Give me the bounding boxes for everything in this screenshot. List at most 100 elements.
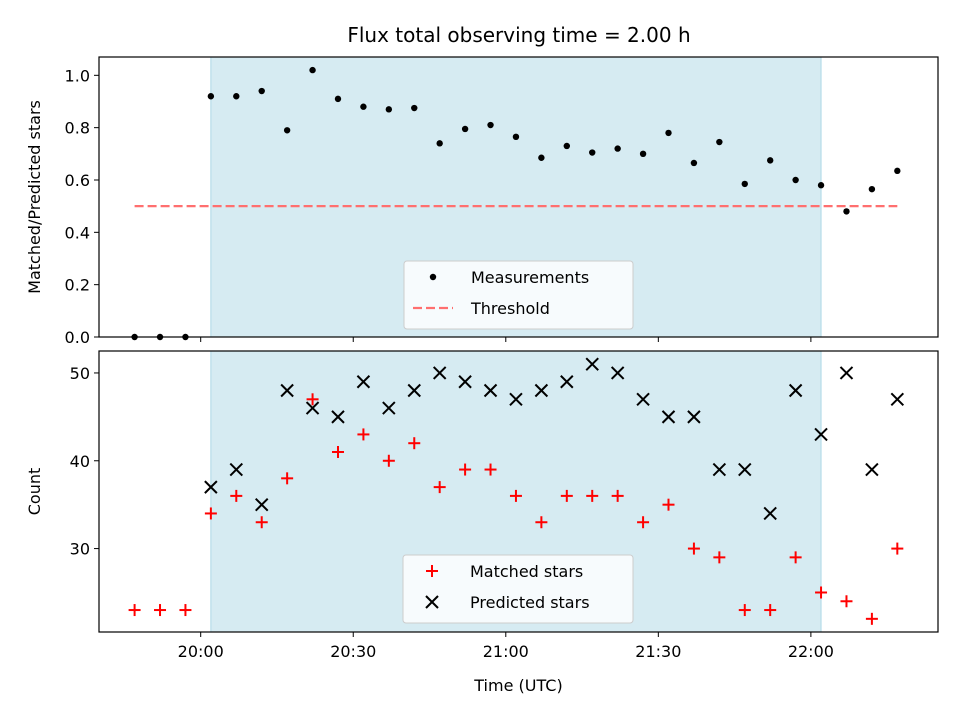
- matched-star-point: [255, 516, 268, 529]
- x-b: [712, 462, 727, 477]
- y-axis-title: Matched/Predicted stars: [25, 100, 44, 294]
- measurement-point: [233, 93, 240, 100]
- predicted-star-point: [738, 462, 752, 477]
- predicted-star-point: [788, 383, 803, 398]
- x-b: [839, 366, 854, 380]
- predicted-star-point: [585, 357, 599, 371]
- y-axis-title: Count: [25, 468, 44, 516]
- x-b: [255, 497, 269, 512]
- series-predicted-stars: [204, 357, 905, 521]
- predicted-star-point: [229, 462, 243, 477]
- predicted-star-point: [560, 375, 574, 389]
- predicted-star-point: [280, 383, 294, 398]
- measurement-point: [563, 142, 571, 150]
- measurement-point: [589, 149, 596, 156]
- matched-star-point: [789, 551, 802, 564]
- predicted-star-point: [204, 480, 218, 494]
- y-tick-label: 30: [70, 540, 90, 559]
- series-matched-stars: [128, 393, 904, 625]
- predicted-star-point: [255, 497, 269, 512]
- matched-star-point: [281, 472, 294, 485]
- predicted-star-point: [458, 375, 472, 389]
- measurement-point: [767, 157, 774, 164]
- x-tick-label: 20:00: [178, 642, 224, 661]
- matched-star-point: [382, 454, 395, 467]
- predicted-star-point: [509, 392, 523, 407]
- x-b: [585, 357, 599, 371]
- x-b: [483, 383, 498, 398]
- predicted-star-point: [382, 401, 396, 415]
- predicted-star-point: [814, 427, 828, 442]
- measurement-point: [360, 103, 367, 110]
- legend-label: Predicted stars: [470, 593, 590, 612]
- legend: Matched stars Predicted stars: [402, 554, 634, 624]
- measurement-point: [487, 121, 494, 129]
- matched-star-point: [509, 489, 522, 502]
- measurement-point: [512, 133, 520, 141]
- axes-frame: [98, 56, 939, 338]
- x-b: [458, 375, 472, 389]
- x-b: [432, 366, 447, 380]
- predicted-star-point: [763, 506, 777, 521]
- legend-dot-icon: [429, 273, 437, 281]
- x-b: [890, 392, 905, 407]
- y-tick-label: 0.8: [65, 119, 90, 138]
- x-b: [610, 366, 625, 380]
- top-panel: 0.0 0.2 0.4 0.6 0.8 1.0 Matched/Predicted star…: [25, 56, 939, 347]
- matched-star-point: [840, 595, 853, 608]
- matched-star-point: [128, 604, 141, 617]
- matched-star-point: [154, 604, 167, 617]
- x-b: [356, 375, 371, 389]
- predicted-star-point: [331, 410, 345, 424]
- predicted-star-point: [483, 383, 498, 398]
- x-b: [661, 410, 676, 424]
- legend: Measurements Threshold: [403, 260, 634, 330]
- y-tick-label: 50: [70, 364, 90, 383]
- x-axis-title: Time (UTC): [473, 676, 562, 695]
- matched-star-point: [179, 604, 192, 617]
- measurement-point: [741, 180, 748, 188]
- predicted-star-point: [432, 366, 447, 380]
- x-tick-label: 21:00: [483, 642, 529, 661]
- matched-star-point: [891, 542, 904, 555]
- predicted-star-point: [407, 383, 421, 398]
- measurement-point: [436, 140, 443, 147]
- legend-x-icon: [425, 595, 439, 609]
- measurement-point: [411, 104, 418, 112]
- x-b: [534, 383, 549, 398]
- x-b: [763, 506, 777, 521]
- x-tick-label: 22:00: [788, 642, 834, 661]
- matched-star-point: [713, 551, 726, 564]
- measurement-point: [665, 129, 672, 137]
- chart-title: Flux total observing time = 2.00 h: [347, 23, 690, 47]
- x-b: [280, 383, 294, 398]
- x-b: [788, 383, 803, 398]
- matched-star-point: [331, 445, 344, 458]
- measurement-point: [461, 125, 469, 133]
- legend-label: Matched stars: [470, 562, 583, 581]
- predicted-star-point: [305, 401, 320, 415]
- matched-star-point: [611, 489, 624, 502]
- matched-star-point: [764, 604, 777, 617]
- predicted-star-point: [890, 392, 905, 407]
- y-tick-label: 0.6: [65, 171, 90, 190]
- legend-box: [402, 554, 634, 624]
- matched-star-point: [230, 489, 243, 502]
- measurement-point: [690, 159, 698, 167]
- predicted-star-point: [610, 366, 625, 380]
- predicted-star-point: [839, 366, 854, 380]
- y-tick-label: 0.0: [65, 328, 90, 347]
- measurement-point: [792, 176, 799, 184]
- measurement-point: [716, 138, 723, 146]
- legend-box: [403, 260, 634, 330]
- x-tick-label: 21:30: [635, 642, 681, 661]
- measurement-point: [614, 145, 621, 152]
- matched-star-point: [815, 586, 828, 599]
- y-tick-label: 0.4: [65, 223, 90, 242]
- x-b: [229, 462, 243, 477]
- predicted-star-point: [687, 410, 701, 424]
- x-b: [636, 392, 650, 407]
- x-b: [407, 383, 421, 398]
- x-b: [560, 375, 574, 389]
